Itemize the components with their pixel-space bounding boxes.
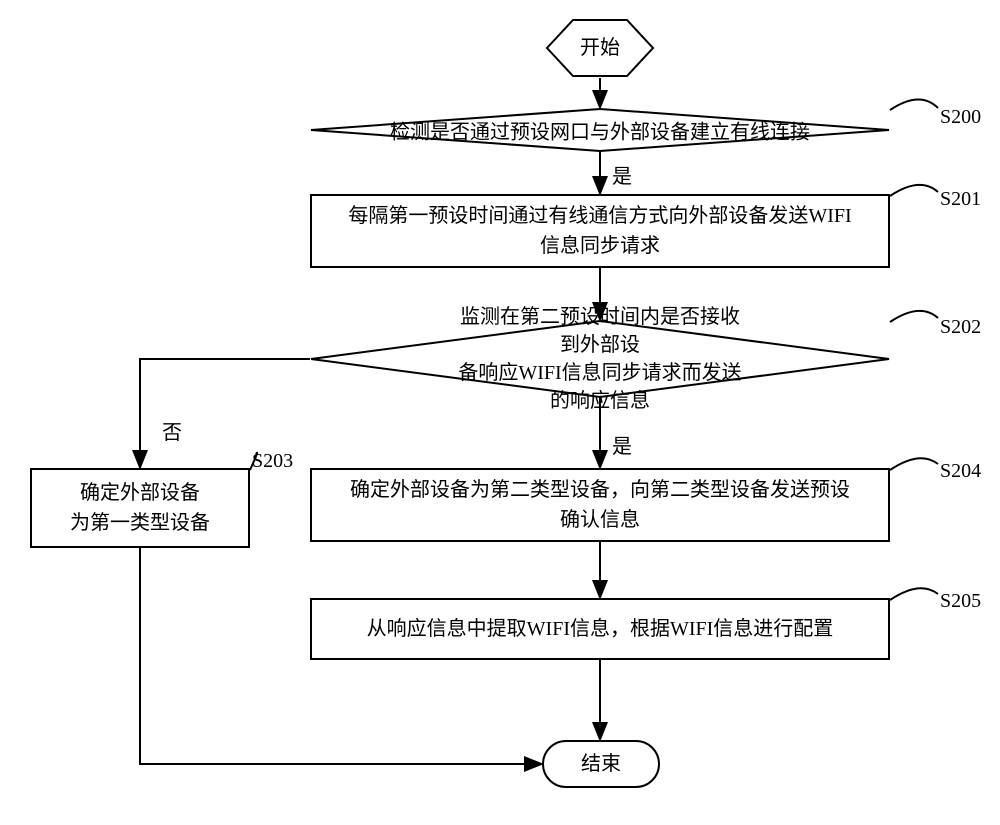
- step-label-s200: S200: [940, 106, 981, 129]
- process-first-type-device: 确定外部设备 为第一类型设备: [30, 468, 250, 548]
- step-label-s202: S202: [940, 316, 981, 339]
- process-extract-wifi-config: 从响应信息中提取WIFI信息，根据WIFI信息进行配置: [310, 598, 890, 660]
- step-label-s204: S204: [940, 460, 981, 483]
- process-second-type-confirm: 确定外部设备为第二类型设备，向第二类型设备发送预设 确认信息: [310, 468, 890, 542]
- decision-response-received-text: 监测在第二预设时间内是否接收到外部设 备响应WIFI信息同步请求而发送的响应信息: [455, 303, 745, 415]
- decision-wired-connection: 检测是否通过预设网口与外部设备建立有线连接: [310, 108, 890, 152]
- decision-response-received: 监测在第二预设时间内是否接收到外部设 备响应WIFI信息同步请求而发送的响应信息: [310, 320, 890, 398]
- flowchart-canvas: 开始 检测是否通过预设网口与外部设备建立有线连接 S200 每隔第一预设时间通过…: [0, 0, 1000, 825]
- start-node: 开始: [545, 18, 655, 78]
- decision-wired-connection-text: 检测是否通过预设网口与外部设备建立有线连接: [390, 116, 810, 145]
- end-node: 结束: [542, 740, 660, 788]
- step-label-s201: S201: [940, 188, 981, 211]
- edge-label-no: 否: [162, 416, 182, 445]
- edge-label-yes-1: 是: [612, 160, 632, 189]
- end-label: 结束: [581, 749, 621, 779]
- start-label: 开始: [580, 33, 620, 63]
- edge-label-yes-2: 是: [612, 430, 632, 459]
- step-label-s205: S205: [940, 590, 981, 613]
- step-label-s203: S203: [252, 450, 293, 473]
- process-send-sync-request: 每隔第一预设时间通过有线通信方式向外部设备发送WIFI 信息同步请求: [310, 194, 890, 268]
